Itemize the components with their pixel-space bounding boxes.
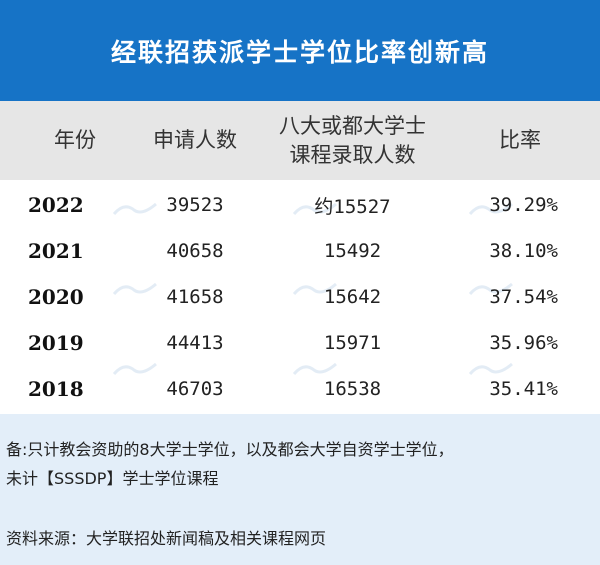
table-title: 经联招获派学士学位比率创新高 [110,37,489,67]
cell-applicants: 41658 [166,286,224,308]
cell-admitted: 15642 [323,286,382,308]
cell-year: 2019 [28,331,84,355]
cell-applicants: 40658 [166,240,224,262]
watermark-logo-icon [292,202,337,215]
table-body: 2022 39523 约15527 39.29% 2021 40658 1549… [0,180,600,414]
cell-admitted: 15971 [323,332,382,354]
table-row: 2021 40658 15492 38.10% [0,228,600,274]
table-row: 2018 46703 16538 35.41% [0,366,600,412]
note-line-1: 备:只计教会资助的8大学士学位，以及都会大学自资学士学位， [6,440,454,459]
table-row: 2019 44413 15971 35.96% [0,320,600,366]
header-admitted-line2: 课程录取人数 [289,142,416,167]
header-year: 年份 [54,128,96,152]
cell-ratio: 35.41% [489,378,558,400]
note-line-2: 未计【SSSDP】学士学位课程 [6,469,219,488]
cell-ratio: 37.54% [489,286,558,308]
table-header-row: 年份 申请人数 八大或都大学士 课程录取人数 比率 [0,101,600,180]
cell-year: 2018 [28,377,84,401]
cell-year: 2022 [28,193,84,217]
header-applicants: 申请人数 [153,128,237,152]
watermark-logo-icon [112,202,157,215]
cell-admitted: 16538 [323,378,382,400]
cell-year: 2021 [28,239,84,263]
title-bar: 经联招获派学士学位比率创新高 [0,0,600,101]
table-row: 2022 39523 约15527 39.29% [0,182,600,228]
cell-admitted: 约15527 [314,195,391,218]
cell-year: 2020 [28,285,84,309]
watermark-logo-icon [112,362,157,375]
header-ratio: 比率 [499,128,541,152]
cell-ratio: 39.29% [489,194,558,216]
watermark-logo-icon [292,282,337,295]
table-row: 2020 41658 15642 37.54% [0,274,600,320]
watermark-logo-icon [468,202,513,215]
source-note: 资料来源：大学联招处新闻稿及相关课程网页 [6,529,327,548]
cell-admitted: 15492 [323,240,382,262]
cell-ratio: 35.96% [489,332,558,354]
watermark-logo-icon [468,362,513,375]
cell-applicants: 46703 [166,378,224,400]
header-admitted-line1: 八大或都大学士 [279,113,426,138]
cell-applicants: 44413 [166,332,224,354]
watermark-logo-icon [468,282,513,295]
watermark-logo-icon [112,282,157,295]
notes-section: 备:只计教会资助的8大学士学位，以及都会大学自资学士学位， 未计【SSSDP】学… [0,414,600,565]
cell-ratio: 38.10% [489,240,558,262]
cell-applicants: 39523 [166,194,224,216]
watermark-logo-icon [292,362,337,375]
header-admitted: 八大或都大学士 课程录取人数 [265,101,440,180]
